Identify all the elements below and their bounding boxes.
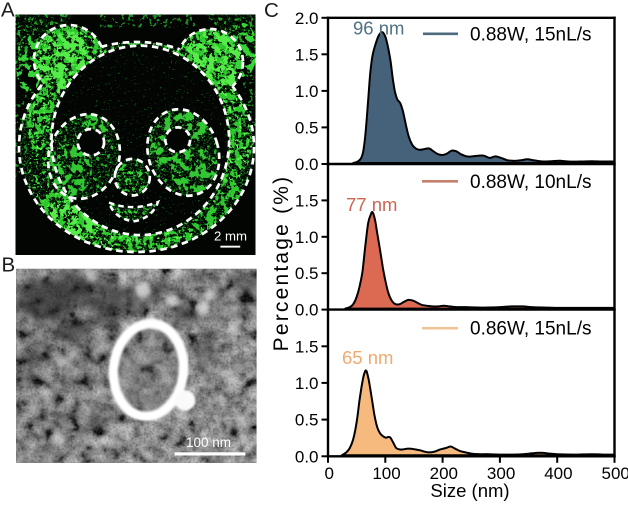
svg-text:96 nm: 96 nm	[353, 18, 404, 39]
svg-text:B: B	[2, 254, 16, 277]
svg-text:1.0: 1.0	[295, 82, 319, 101]
svg-text:0.5: 0.5	[295, 118, 319, 137]
svg-text:200: 200	[430, 464, 458, 483]
svg-text:1.0: 1.0	[295, 228, 319, 247]
svg-text:500: 500	[602, 464, 628, 483]
svg-text:0.0: 0.0	[295, 301, 319, 320]
svg-text:65 nm: 65 nm	[342, 347, 393, 368]
svg-text:1.5: 1.5	[295, 337, 319, 356]
svg-text:1.5: 1.5	[295, 191, 319, 210]
svg-text:1.5: 1.5	[295, 45, 319, 64]
svg-text:2.0: 2.0	[295, 9, 319, 28]
svg-text:1.0: 1.0	[295, 374, 319, 393]
svg-text:0.0: 0.0	[295, 447, 319, 466]
svg-text:77 nm: 77 nm	[346, 194, 397, 215]
svg-text:100 nm: 100 nm	[186, 435, 231, 450]
svg-text:100: 100	[372, 464, 400, 483]
svg-text:A: A	[1, 0, 15, 22]
svg-text:Percentage (%): Percentage (%)	[270, 175, 293, 352]
svg-text:300: 300	[487, 464, 515, 483]
svg-text:0.0: 0.0	[295, 155, 319, 174]
svg-text:0.88W, 15nL/s: 0.88W, 15nL/s	[470, 24, 591, 45]
svg-text:0.5: 0.5	[295, 264, 319, 283]
svg-text:0.86W, 15nL/s: 0.86W, 15nL/s	[470, 319, 591, 340]
svg-text:Size (nm): Size (nm)	[430, 480, 509, 501]
svg-text:0.5: 0.5	[295, 411, 319, 430]
svg-text:C: C	[264, 0, 279, 22]
svg-text:0.88W, 10nL/s: 0.88W, 10nL/s	[470, 172, 591, 193]
svg-text:0: 0	[324, 464, 333, 483]
svg-text:2 mm: 2 mm	[214, 229, 247, 244]
svg-text:400: 400	[544, 464, 572, 483]
